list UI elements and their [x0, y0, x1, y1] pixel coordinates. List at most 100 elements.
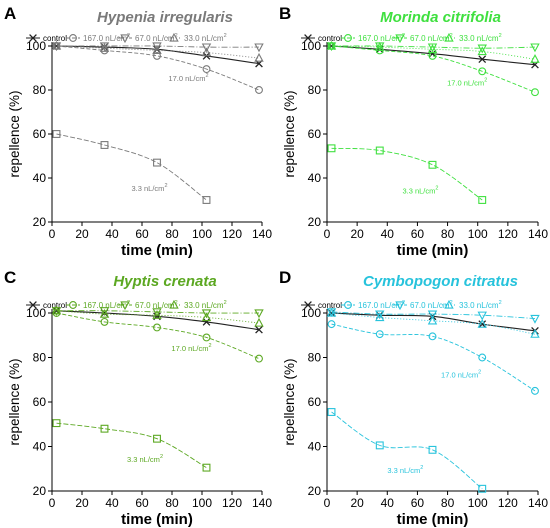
data-point — [99, 43, 110, 52]
data-point — [153, 51, 161, 60]
legend-marker-0 — [29, 301, 37, 309]
series-line — [331, 45, 535, 49]
x-tick-label: 40 — [105, 227, 119, 241]
legend-label-2: 67.0 nL/cm2 — [135, 33, 178, 43]
x-tick-label: 140 — [252, 227, 272, 241]
legend-label-2: 67.0 nL/cm2 — [410, 33, 453, 43]
x-tick-label: 40 — [105, 496, 119, 510]
data-point — [478, 353, 487, 362]
data-point — [99, 307, 110, 316]
x-tick-label: 40 — [381, 496, 395, 510]
legend-label-sup: 2 — [224, 300, 227, 306]
data-point — [427, 43, 438, 53]
data-point — [254, 43, 264, 53]
annotation-sup: 2 — [420, 465, 423, 471]
legend-label-sup: 2 — [499, 300, 502, 306]
x-tick-label: 20 — [75, 227, 89, 241]
chart-title: Hypenia irregularis — [97, 9, 233, 26]
data-point — [326, 40, 337, 50]
y-tick-label: 60 — [33, 127, 47, 141]
annotation-label: 3.3 nL/cm2 — [387, 465, 423, 475]
annotation-label: 17.0 nL/cm2 — [447, 78, 487, 88]
x-tick-label: 100 — [192, 496, 212, 510]
data-point — [201, 47, 212, 57]
legend-marker-3 — [444, 32, 454, 42]
legend-label-sup: 2 — [499, 33, 502, 39]
series-line — [331, 411, 483, 490]
series-line — [331, 323, 536, 392]
annotation-label: 3.3 nL/cm2 — [127, 454, 163, 464]
chart-title: Morinda citrifolia — [380, 9, 501, 26]
data-point — [99, 42, 110, 52]
data-point — [202, 318, 211, 326]
data-point — [152, 308, 162, 318]
x-tick-label: 120 — [222, 496, 242, 510]
x-tick-label: 120 — [498, 227, 518, 241]
data-point — [531, 386, 539, 395]
x-tick-label: 60 — [135, 496, 149, 510]
annotation-sup: 2 — [478, 370, 481, 376]
legend-marker-2 — [395, 34, 405, 44]
annotation-sup: 2 — [209, 343, 212, 349]
y-tick-label: 40 — [33, 171, 47, 185]
data-point — [51, 40, 62, 50]
series-167-0-nl-cm — [327, 320, 539, 395]
x-axis-label: time (min) — [121, 242, 193, 259]
annotation-label: 3.3 nL/cm2 — [402, 185, 438, 195]
legend-label-2: 67.0 nL/cm2 — [410, 300, 453, 310]
data-point — [52, 419, 61, 428]
y-tick-label: 40 — [308, 171, 322, 185]
data-point — [375, 146, 384, 155]
y-axis-label: repellence (%) — [7, 358, 22, 445]
data-point — [478, 55, 487, 64]
x-tick-label: 0 — [324, 227, 331, 241]
series-3-3-nl-cm — [52, 130, 211, 204]
data-point — [428, 160, 437, 169]
data-point — [530, 328, 540, 338]
data-point — [202, 196, 211, 204]
panel-letter: B — [279, 4, 291, 23]
data-point — [254, 52, 264, 62]
x-tick-label: 80 — [441, 496, 455, 510]
series-line — [331, 147, 483, 201]
chart-title: Hyptis crenata — [113, 273, 216, 290]
legend-label-sup: 2 — [175, 300, 178, 306]
x-tick-label: 40 — [381, 227, 395, 241]
y-tick-label: 60 — [33, 395, 47, 409]
x-tick-label: 100 — [192, 227, 212, 241]
x-axis-label: time (min) — [121, 511, 193, 528]
data-point — [152, 310, 162, 319]
data-point — [530, 43, 540, 53]
y-tick-label: 100 — [301, 39, 321, 53]
legend-marker-3 — [169, 299, 179, 309]
legend-marker-3 — [169, 32, 179, 42]
data-point — [530, 314, 540, 324]
panel-letter: D — [279, 268, 291, 287]
data-point — [254, 309, 264, 319]
x-tick-label: 80 — [441, 227, 455, 241]
data-point — [201, 312, 212, 322]
panel-letter: C — [4, 268, 16, 287]
annotation-sup: 2 — [484, 78, 487, 84]
series-33-0-nl-cm — [51, 40, 264, 62]
x-tick-label: 0 — [49, 496, 56, 510]
legend-marker-0 — [29, 34, 37, 42]
legend-label-3: 33.0 nL/cm2 — [184, 300, 227, 310]
data-point — [327, 408, 336, 416]
data-point — [202, 333, 211, 342]
data-point — [326, 307, 337, 317]
legend-label-sup: 2 — [224, 33, 227, 39]
data-point — [254, 317, 264, 327]
series-33-0-nl-cm — [51, 305, 264, 327]
series-3-3-nl-cm — [52, 419, 211, 472]
data-point — [52, 130, 61, 138]
data-point — [327, 320, 336, 329]
y-tick-label: 80 — [308, 83, 322, 97]
data-point — [255, 86, 263, 94]
legend-marker-2 — [120, 34, 130, 44]
series-line — [331, 311, 536, 320]
y-axis-label: repellence (%) — [282, 90, 297, 177]
y-tick-label: 100 — [26, 39, 46, 53]
